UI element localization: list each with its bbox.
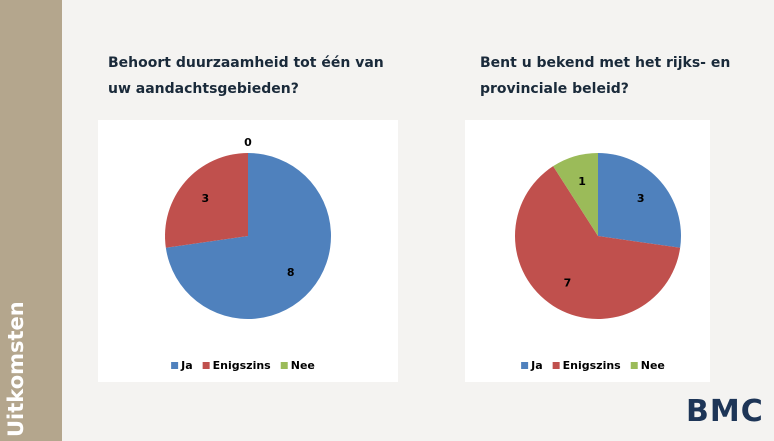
data-label: 0: [244, 136, 252, 149]
logo: BMC: [686, 394, 764, 429]
legend-label: Enigszins: [213, 359, 272, 372]
pie-slice: [553, 153, 598, 236]
chart-title: Bent u bekend met het rijks- en provinci…: [480, 55, 731, 97]
legend-swatch: [171, 362, 179, 369]
sidebar: Uitkomsten: [0, 0, 62, 441]
legend-label: Enigszins: [563, 359, 622, 372]
data-label: 3: [637, 192, 645, 205]
legend-swatch: [521, 362, 529, 369]
legend-label: Ja: [530, 359, 543, 372]
legend-label: Ja: [180, 359, 193, 372]
data-label: 7: [564, 276, 572, 289]
pie-slice: [598, 153, 681, 248]
data-label: 3: [202, 192, 210, 205]
pie-slice: [514, 166, 681, 320]
legend-swatch: [630, 362, 638, 369]
data-label: 1: [578, 175, 586, 188]
chart-title: Behoort duurzaamheid tot één van uw aand…: [108, 55, 384, 97]
legend-label: Nee: [641, 359, 665, 372]
legend-swatch: [202, 362, 210, 369]
legend-label: Nee: [291, 359, 315, 372]
pie-slice: [165, 153, 248, 248]
legend-swatch: [552, 362, 560, 369]
legend-swatch: [280, 362, 288, 369]
data-label: 8: [287, 266, 295, 279]
pie-slice: [165, 153, 331, 319]
